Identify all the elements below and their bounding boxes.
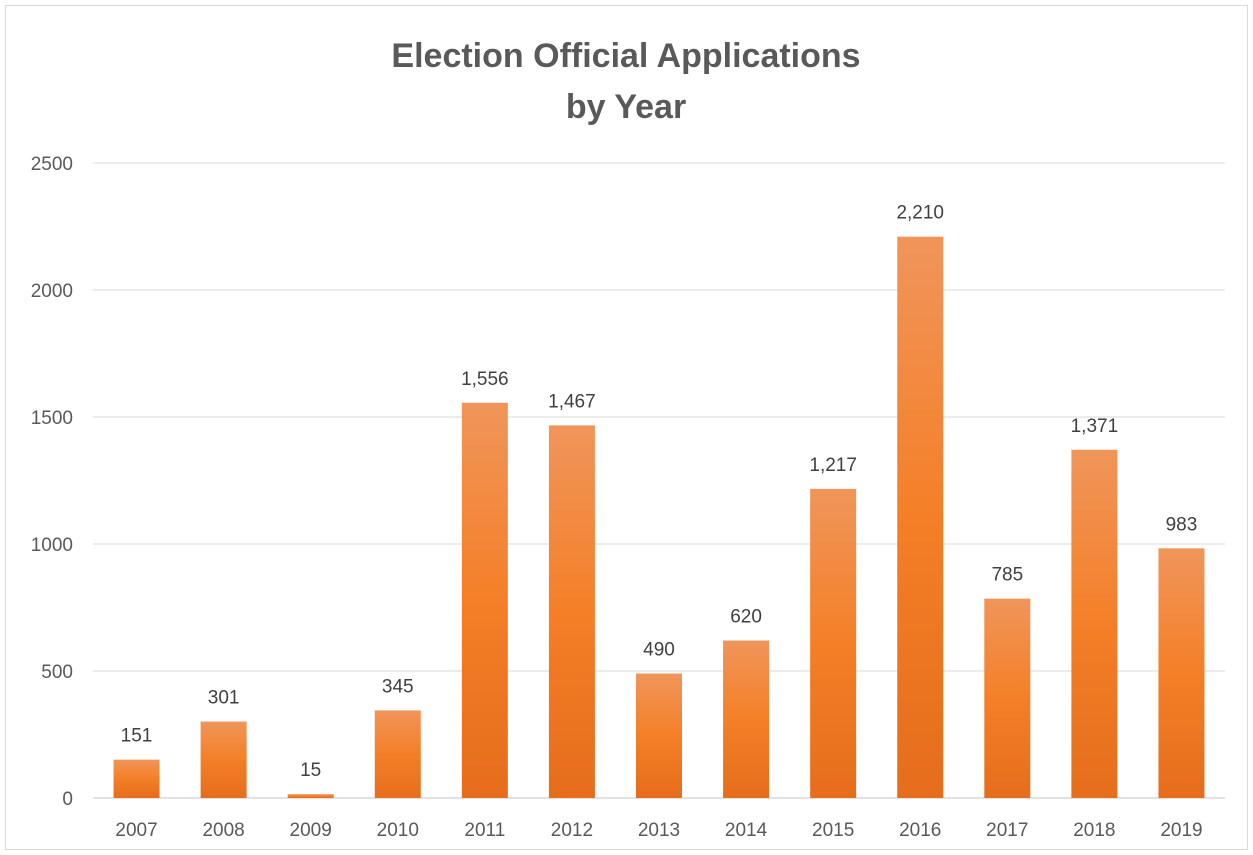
x-tick-label: 2015 — [812, 820, 854, 841]
bar-2009 — [287, 794, 334, 798]
data-label-2008: 301 — [208, 688, 240, 709]
bar-2014 — [723, 640, 770, 798]
gridlines — [93, 162, 1225, 799]
data-label-2007: 151 — [121, 726, 153, 747]
x-tick-label: 2016 — [899, 820, 941, 841]
y-tick-label: 500 — [41, 662, 73, 683]
bar-2018 — [1071, 449, 1118, 798]
bar-2012 — [548, 425, 595, 798]
chart-subtitle: by Year — [566, 88, 686, 126]
data-label-2017: 785 — [991, 565, 1023, 586]
y-tick-label: 2500 — [31, 154, 73, 175]
bar-2017 — [984, 598, 1031, 798]
data-label-2014: 620 — [730, 607, 762, 628]
x-tick-label: 2019 — [1160, 820, 1202, 841]
chart-title: Election Official Applications — [391, 37, 860, 75]
y-tick-label: 0 — [62, 789, 73, 810]
x-tick-label: 2010 — [377, 820, 419, 841]
y-tick-label: 1500 — [31, 408, 73, 429]
data-label-2016: 2,210 — [896, 203, 944, 224]
data-label-2009: 15 — [300, 760, 321, 781]
bar-2008 — [200, 721, 247, 798]
data-label-2011: 1,556 — [461, 369, 509, 390]
data-label-2012: 1,467 — [548, 391, 596, 412]
data-label-2015: 1,217 — [809, 455, 857, 476]
x-tick-label: 2009 — [290, 820, 332, 841]
data-labels: 151 301 15 345 1,556 1,467 490 620 1,217 2,210 785… — [121, 203, 1198, 782]
chart-frame — [5, 5, 1248, 850]
x-axis: 2007 2008 2009 2010 2011 2012 2013 2014 2015 2016… — [115, 820, 1202, 841]
bar-2011 — [461, 402, 508, 798]
bar-2010 — [374, 710, 421, 798]
x-tick-label: 2008 — [202, 820, 244, 841]
x-tick-label: 2012 — [551, 820, 593, 841]
y-tick-label: 2000 — [31, 281, 73, 302]
bar-2007 — [113, 759, 160, 798]
bar-2013 — [636, 673, 682, 798]
x-tick-label: 2014 — [725, 820, 768, 841]
data-label-2018: 1,371 — [1071, 416, 1119, 437]
x-tick-label: 2011 — [464, 820, 505, 841]
data-label-2010: 345 — [382, 676, 414, 697]
y-axis: 0 500 1000 1500 2000 2500 — [31, 154, 73, 810]
x-tick-label: 2017 — [986, 820, 1028, 841]
x-tick-label: 2013 — [638, 820, 680, 841]
bar-2016 — [897, 236, 944, 798]
bar-2015 — [810, 488, 857, 798]
bars — [113, 236, 1205, 798]
y-tick-label: 1000 — [31, 535, 73, 556]
bar-2019 — [1158, 548, 1205, 798]
data-label-2013: 490 — [643, 640, 675, 661]
x-tick-label: 2018 — [1073, 820, 1115, 841]
data-label-2019: 983 — [1166, 514, 1198, 535]
x-tick-label: 2007 — [115, 820, 157, 841]
